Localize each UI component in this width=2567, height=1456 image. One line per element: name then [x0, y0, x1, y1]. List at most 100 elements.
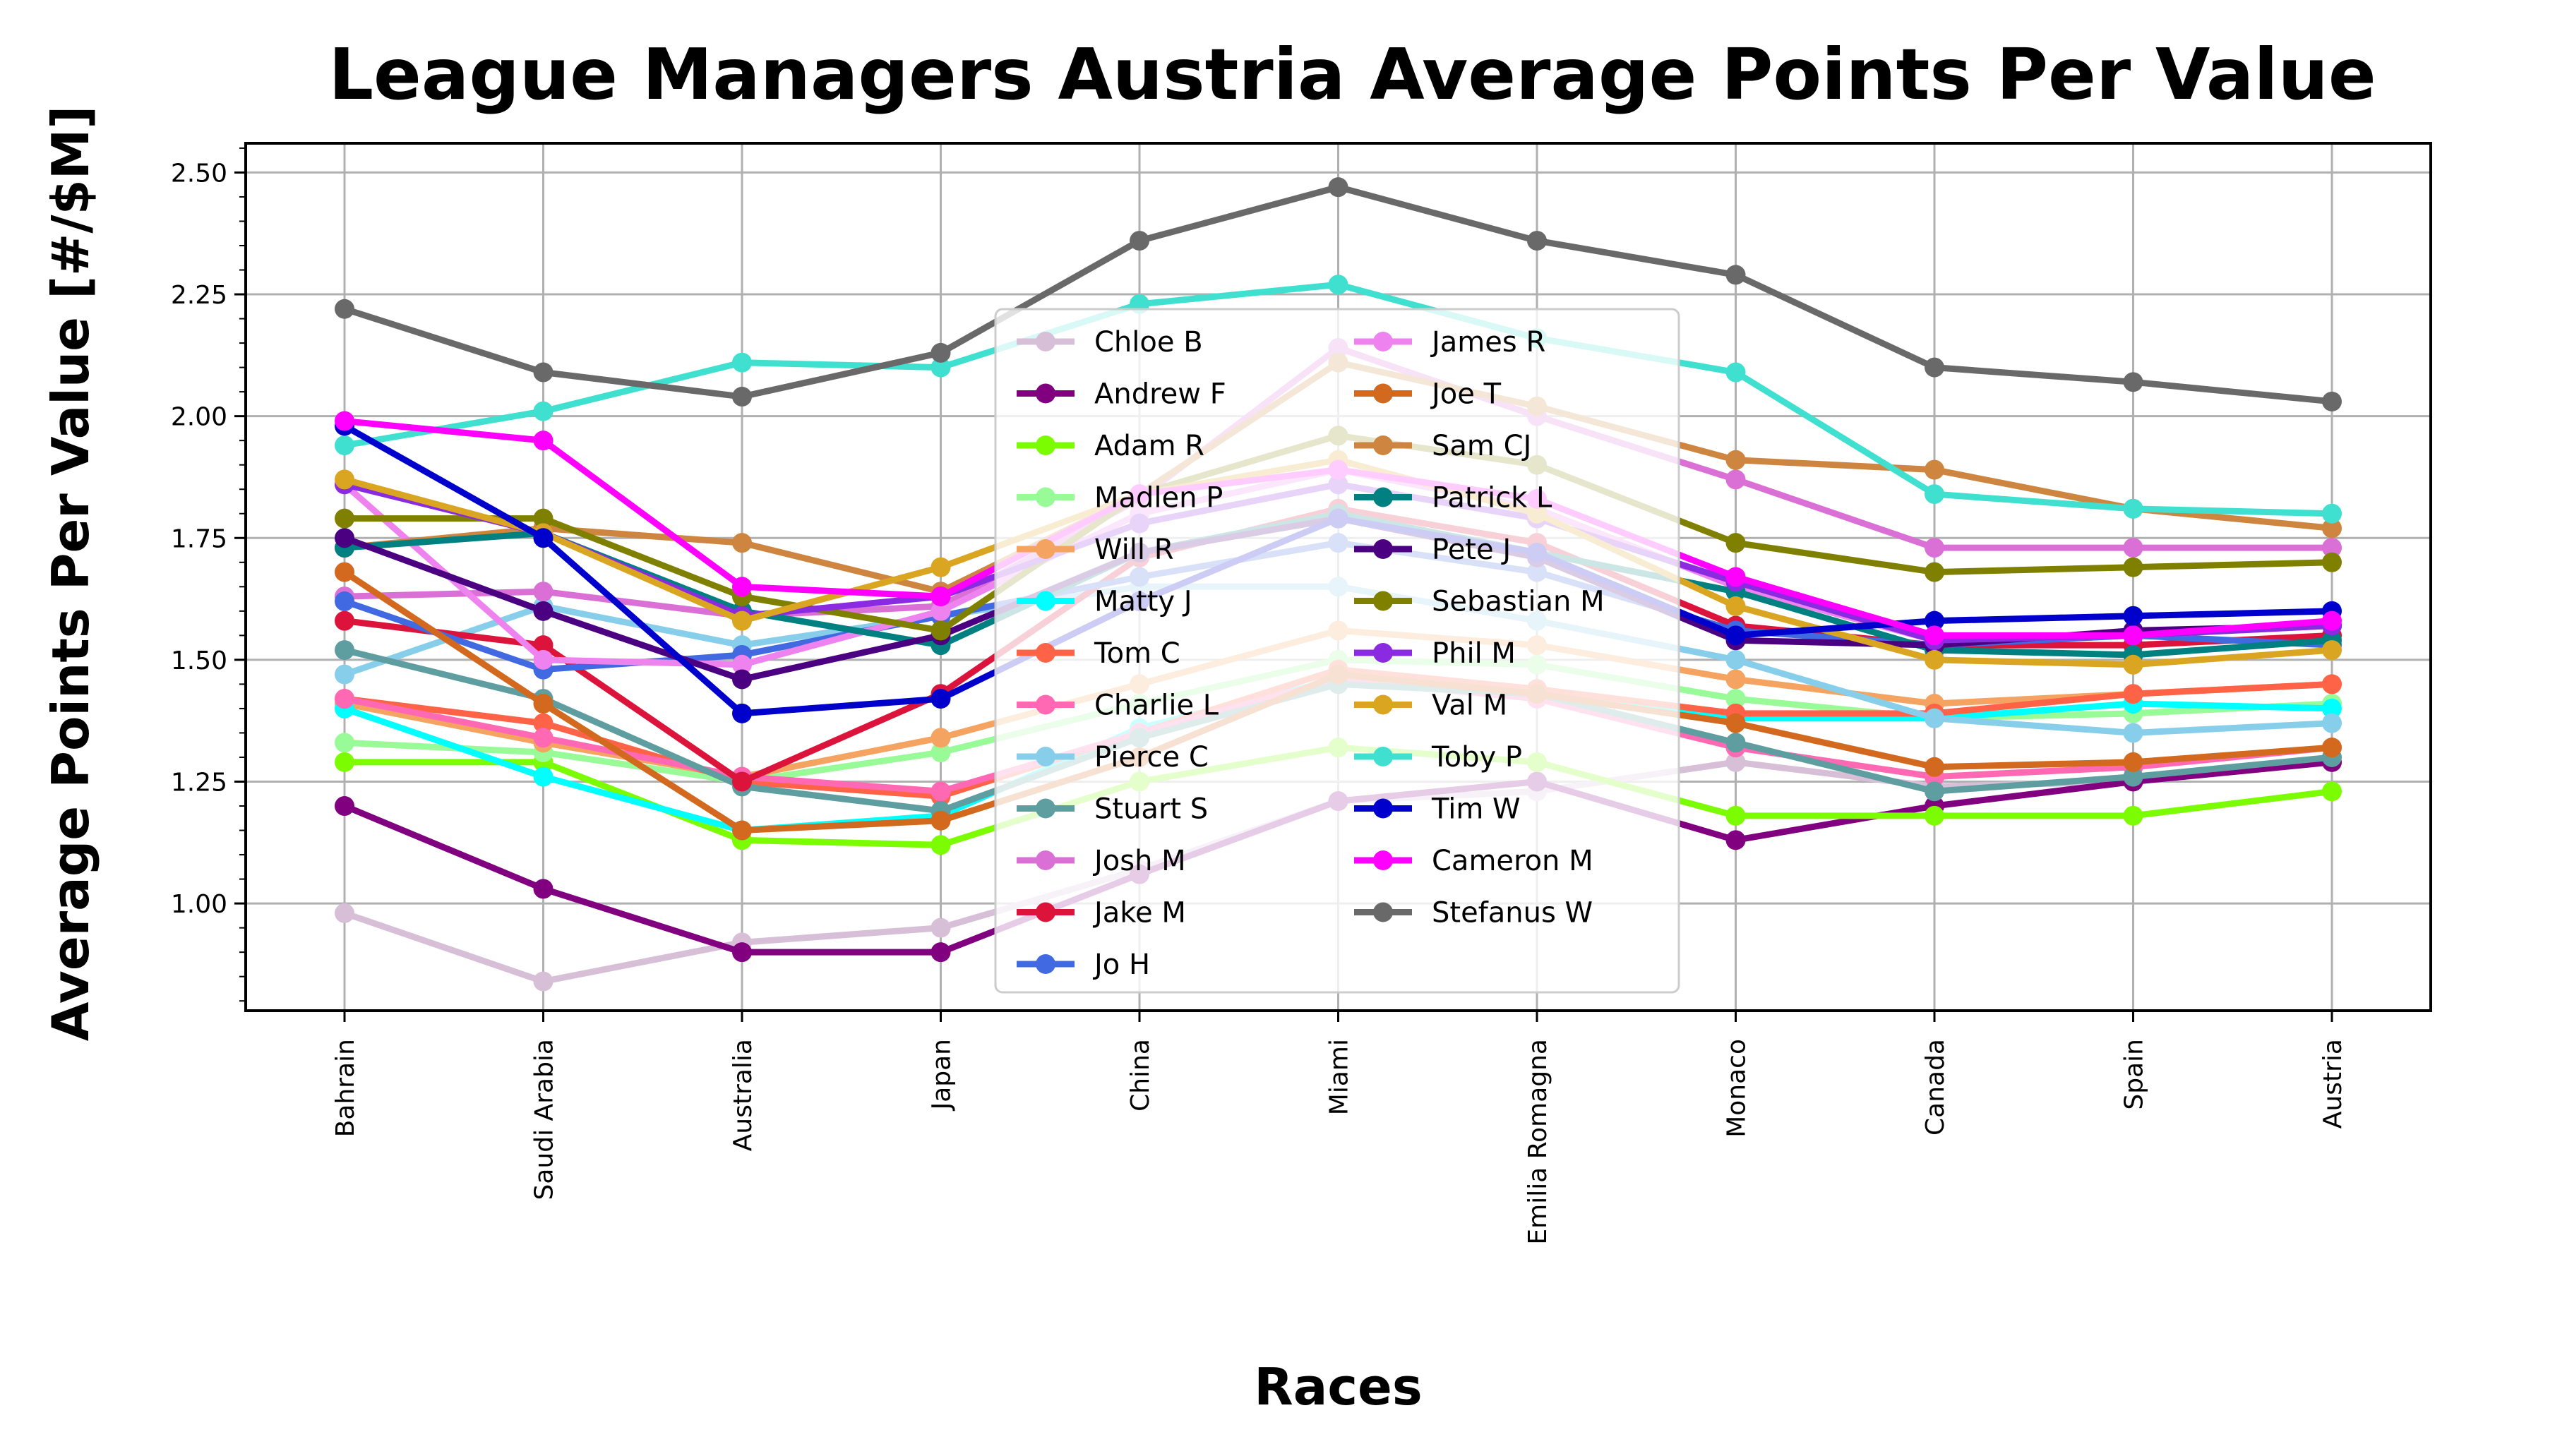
data-point: [1527, 231, 1547, 251]
data-point: [533, 879, 554, 899]
data-point: [335, 591, 354, 612]
legend-swatch-marker: [1373, 798, 1393, 819]
legend-item: Will R: [1017, 534, 1174, 566]
legend-item: Madlen P: [1017, 482, 1223, 515]
legend-swatch-marker: [1036, 591, 1055, 611]
legend-label: Sam CJ: [1432, 430, 1531, 462]
data-point: [533, 766, 554, 787]
data-point: [1725, 265, 1746, 285]
y-tick-label: 1.25: [171, 768, 227, 797]
data-point: [732, 533, 752, 553]
data-point: [931, 810, 951, 831]
data-point: [2322, 552, 2342, 572]
legend-label: Patrick L: [1432, 482, 1552, 515]
legend-label: Val M: [1432, 690, 1507, 722]
data-point: [732, 654, 752, 675]
data-point: [533, 971, 554, 992]
data-point: [2123, 684, 2143, 704]
data-point: [931, 728, 951, 748]
x-tick-label: Spain: [2120, 1039, 2149, 1110]
legend-item: Patrick L: [1354, 482, 1552, 515]
legend-label: Stuart S: [1094, 793, 1208, 826]
data-point: [335, 752, 354, 772]
data-point: [732, 669, 752, 690]
legend-item: Stefanus W: [1354, 897, 1593, 929]
data-point: [732, 610, 752, 631]
legend-item: Adam R: [1017, 430, 1204, 462]
legend-item: Sebastian M: [1354, 586, 1605, 618]
legend-label: Madlen P: [1094, 482, 1223, 515]
chart-title: League Managers Austria Average Points P…: [328, 33, 2376, 116]
data-point: [1725, 805, 1746, 826]
data-point: [2123, 606, 2143, 626]
data-point: [1925, 459, 1944, 480]
data-point: [533, 694, 554, 714]
data-point: [1925, 357, 1944, 378]
data-point: [533, 601, 554, 621]
data-point: [931, 601, 951, 621]
data-point: [1328, 275, 1348, 295]
data-point: [2123, 654, 2143, 675]
data-point: [533, 401, 554, 421]
data-point: [2123, 766, 2143, 787]
legend-label: Stefanus W: [1432, 897, 1593, 929]
data-point: [1725, 567, 1746, 587]
data-point: [2123, 372, 2143, 392]
legend-item: Stuart S: [1017, 793, 1208, 826]
legend-label: Tom C: [1094, 637, 1180, 670]
legend-swatch-marker: [1373, 435, 1393, 455]
legend-swatch-marker: [1373, 694, 1393, 715]
legend-swatch-marker: [1036, 435, 1055, 455]
data-point: [335, 528, 354, 548]
data-point: [1925, 757, 1944, 777]
data-point: [1725, 733, 1746, 753]
data-point: [1925, 625, 1944, 646]
legend-label: Chloe B: [1094, 326, 1203, 359]
legend-swatch-marker: [1373, 539, 1393, 559]
x-tick-label: Japan: [928, 1039, 957, 1111]
legend-swatch-marker: [1373, 643, 1393, 663]
data-point: [2322, 503, 2342, 524]
legend-item: Pete J: [1354, 534, 1511, 566]
y-tick-label: 2.25: [171, 281, 227, 310]
legend-swatch-marker: [1036, 902, 1055, 922]
data-point: [533, 431, 554, 451]
data-point: [2322, 781, 2342, 802]
legend-label: Andrew F: [1094, 378, 1226, 411]
data-point: [533, 528, 554, 548]
legend-label: Sebastian M: [1432, 586, 1605, 618]
legend-swatch-marker: [1036, 798, 1055, 819]
legend-label: Jo H: [1092, 949, 1150, 981]
data-point: [1925, 538, 1944, 558]
legend-label: Joe T: [1430, 378, 1502, 411]
legend-label: Phil M: [1432, 637, 1516, 670]
x-tick-label: Australia: [729, 1039, 758, 1151]
legend-swatch-marker: [1036, 694, 1055, 715]
legend-label: Charlie L: [1094, 690, 1219, 722]
legend-swatch-marker: [1036, 383, 1055, 404]
legend-item: Phil M: [1354, 637, 1516, 670]
legend-swatch-marker: [1373, 747, 1393, 766]
data-point: [335, 689, 354, 709]
data-point: [2322, 610, 2342, 631]
x-tick-label: Bahrain: [331, 1039, 360, 1137]
y-tick-label: 2.50: [171, 159, 227, 188]
data-point: [1725, 625, 1746, 646]
legend-item: Sam CJ: [1354, 430, 1531, 462]
legend-item: Andrew F: [1017, 378, 1226, 411]
data-point: [931, 586, 951, 607]
legend-swatch-marker: [1036, 850, 1055, 870]
data-point: [335, 664, 354, 685]
x-tick-label: Miami: [1325, 1039, 1354, 1115]
data-point: [533, 362, 554, 383]
data-point: [732, 387, 752, 407]
legend-label: Will R: [1094, 534, 1174, 566]
legend-label: Tim W: [1431, 793, 1521, 826]
legend-item: Matty J: [1017, 586, 1192, 618]
data-point: [335, 640, 354, 661]
legend-swatch-marker: [1373, 902, 1393, 922]
y-tick-label: 1.75: [171, 524, 227, 553]
y-axis-label: Average Points Per Value [#/$M]: [41, 106, 100, 1042]
data-point: [2322, 640, 2342, 661]
data-point: [1925, 562, 1944, 582]
